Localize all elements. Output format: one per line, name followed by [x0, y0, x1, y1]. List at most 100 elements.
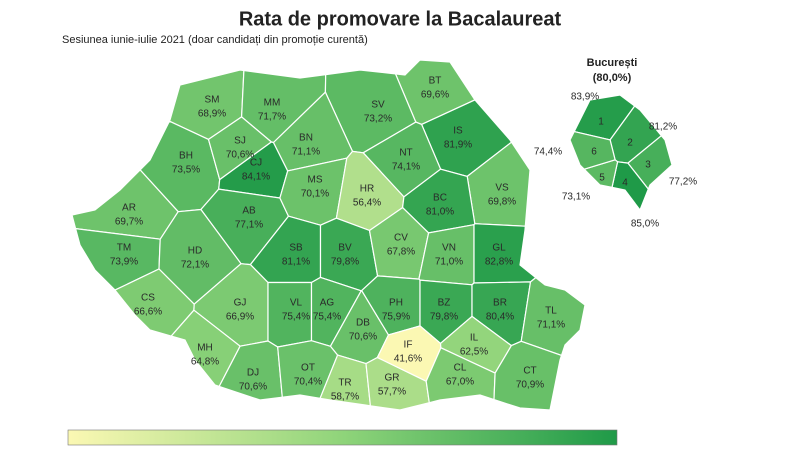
county-code: CT: [523, 366, 536, 377]
county-code: VN: [442, 243, 456, 254]
county-value: 72,1%: [181, 260, 209, 271]
county-value: 64,8%: [191, 357, 219, 368]
county-value: 62,5%: [460, 347, 488, 358]
county-code: BT: [429, 76, 442, 87]
county-value: 70,1%: [301, 189, 329, 200]
county-value: 57,7%: [378, 387, 406, 398]
county-code: VL: [290, 298, 303, 309]
county-value: 71,1%: [537, 320, 565, 331]
sector-number: 4: [622, 178, 628, 189]
county-value: 66,6%: [134, 307, 162, 318]
county-value: 84,1%: [242, 172, 270, 183]
county-code: DB: [356, 318, 370, 329]
county-code: PH: [389, 298, 403, 309]
county-code: SJ: [234, 136, 246, 147]
county-value: 77,1%: [235, 220, 263, 231]
county-code: BH: [179, 151, 193, 162]
county-value: 75,4%: [282, 312, 310, 323]
subtitle: Sesiunea iunie-iulie 2021 (doar candidaț…: [62, 34, 368, 46]
county-code: MM: [264, 98, 281, 109]
county-code: TR: [338, 378, 351, 389]
sector-number: 2: [627, 138, 633, 149]
county-value: 73,5%: [172, 165, 200, 176]
inset-title: București: [587, 57, 638, 69]
county: [277, 340, 339, 399]
county-code: VS: [495, 183, 509, 194]
inset-value: (80,0%): [593, 72, 632, 84]
sector-number: 6: [591, 147, 597, 158]
county-value: 73,9%: [110, 257, 138, 268]
county-code: BR: [493, 298, 507, 309]
county-value: 81,1%: [282, 257, 310, 268]
county-value: 68,9%: [198, 109, 226, 120]
county-code: HR: [360, 184, 374, 195]
county-value: 70,6%: [239, 382, 267, 393]
county-code: BV: [338, 243, 352, 254]
county: [493, 340, 563, 411]
county-value: 82,8%: [485, 257, 513, 268]
sector-number: 5: [599, 173, 605, 184]
county-code: HD: [188, 246, 202, 257]
sector-number: 1: [598, 117, 604, 128]
sector-value: 83,9%: [571, 92, 599, 103]
county-code: CV: [394, 233, 408, 244]
sector-value: 81,2%: [649, 122, 677, 133]
county-code: SM: [205, 95, 220, 106]
sector: [569, 130, 616, 170]
county-value: 69,6%: [421, 90, 449, 101]
county-code: GJ: [234, 298, 247, 309]
sector-number: 3: [645, 160, 651, 171]
county-value: 70,6%: [349, 332, 377, 343]
county-code: MS: [308, 175, 323, 186]
county-value: 70,6%: [226, 150, 254, 161]
county-value: 58,7%: [331, 392, 359, 403]
county-code: SV: [371, 100, 385, 111]
county: [520, 276, 586, 357]
county-code: TL: [545, 306, 557, 317]
county-value: 69,8%: [488, 197, 516, 208]
county-code: BN: [299, 133, 313, 144]
county-code: GL: [492, 243, 506, 254]
county-value: 41,6%: [394, 354, 422, 365]
county-code: DJ: [247, 368, 259, 379]
county-code: CL: [454, 363, 467, 374]
county-value: 81,0%: [426, 207, 454, 218]
county-code: AG: [320, 298, 335, 309]
sector-value: 85,0%: [631, 219, 659, 230]
county-code: IS: [453, 126, 463, 137]
county-value: 74,1%: [392, 162, 420, 173]
sector-value: 77,2%: [669, 177, 697, 188]
county-value: 79,8%: [331, 257, 359, 268]
county-value: 71,1%: [292, 147, 320, 158]
county-value: 70,4%: [294, 377, 322, 388]
county-value: 75,4%: [313, 312, 341, 323]
county-code: NT: [399, 148, 412, 159]
county-value: 67,8%: [387, 247, 415, 258]
county-value: 79,8%: [430, 312, 458, 323]
county-value: 66,9%: [226, 312, 254, 323]
county: [170, 309, 241, 388]
county-value: 80,4%: [486, 312, 514, 323]
county-code: TM: [117, 243, 131, 254]
sector-value: 74,4%: [534, 147, 562, 158]
county-code: MH: [197, 343, 213, 354]
county-value: 70,9%: [516, 380, 544, 391]
county-code: GR: [385, 373, 400, 384]
county-value: 56,4%: [353, 198, 381, 209]
county-code: AR: [122, 203, 136, 214]
county-code: SB: [289, 243, 303, 254]
county-code: OT: [301, 363, 315, 374]
county-value: 69,7%: [115, 217, 143, 228]
county-value: 73,2%: [364, 114, 392, 125]
county-code: IL: [470, 333, 479, 344]
county-code: AB: [242, 206, 256, 217]
title: Rata de promovare la Bacalaureat: [239, 8, 562, 30]
county-value: 75,9%: [382, 312, 410, 323]
county-value: 71,0%: [435, 257, 463, 268]
county-value: 71,7%: [258, 112, 286, 123]
county-code: CS: [141, 293, 155, 304]
county-code: BZ: [438, 298, 451, 309]
county: [425, 346, 496, 404]
county-code: CJ: [250, 158, 262, 169]
